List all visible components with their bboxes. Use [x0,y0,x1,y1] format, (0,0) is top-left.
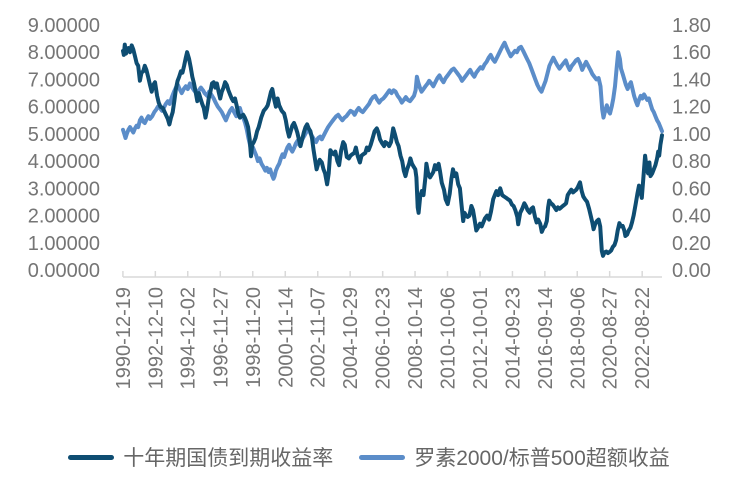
y-axis-label-right: 1.60 [672,42,711,64]
x-axis-label: 2022-08-22 [632,287,654,389]
x-axis-label: 2016-09-14 [535,287,557,389]
y-axis-label-left: 1.00000 [28,233,100,255]
legend-item-treasury-yield: 十年期国债到期收益率 [68,442,333,472]
y-axis-label-left: 3.00000 [28,178,100,200]
y-axis-label-right: 1.20 [672,97,711,119]
series-line-russell-sp-ratio [121,40,664,181]
y-axis-label-left: 6.00000 [28,97,100,119]
x-axis-label: 2008-10-14 [405,287,427,389]
y-axis-label-right: 0.60 [672,178,711,200]
x-axis-label: 1998-11-20 [243,287,265,388]
y-axis-label-right: 0.80 [672,151,711,173]
x-axis-label: 2010-10-06 [437,287,459,389]
legend-line-swatch-treasury [68,454,115,460]
x-axis-label: 2018-09-06 [567,287,589,389]
y-axis-label-left: 0.00000 [28,260,100,282]
legend-line-swatch-russell-sp [359,454,406,460]
legend: 十年期国债到期收益率 罗素2000/标普500超额收益 [0,442,738,472]
legend-label-treasury: 十年期国债到期收益率 [123,447,334,470]
y-axis-label-right: 0.40 [672,206,711,228]
y-axis-label-left: 4.00000 [28,151,100,173]
y-axis-label-left: 2.00000 [28,206,100,228]
y-axis-label-right: 0.20 [672,233,711,255]
x-axis-label: 2012-10-01 [470,287,492,389]
y-axis-label-left: 7.00000 [28,69,100,91]
y-axis-label-left: 9.00000 [28,15,100,37]
y-axis-label-right: 1.80 [672,15,711,37]
x-axis-label: 2002-11-07 [308,287,330,388]
legend-item-russell-sp-ratio: 罗素2000/标普500超额收益 [359,442,670,472]
x-axis-label: 1996-11-27 [210,287,232,388]
x-axis-label: 2020-08-27 [600,287,622,389]
y-axis-label-left: 8.00000 [28,42,100,64]
x-axis-label: 2000-11-14 [275,287,297,388]
y-axis-label-right: 1.40 [672,69,711,91]
series-line-treasury-yield [121,42,664,258]
x-axis-label: 2014-09-23 [502,287,524,389]
x-axis-label: 2006-10-23 [373,287,395,389]
x-axis-label: 1994-12-02 [178,287,200,389]
y-axis-label-right: 0.00 [672,260,711,282]
x-axis-label: 2004-10-29 [340,287,362,389]
y-axis-label-left: 5.00000 [28,124,100,146]
x-axis-label: 1990-12-19 [113,287,135,389]
y-axis-label-right: 1.00 [672,124,711,146]
x-axis-label: 1992-12-10 [145,287,167,389]
legend-label-russell-sp: 罗素2000/标普500超额收益 [414,447,670,470]
